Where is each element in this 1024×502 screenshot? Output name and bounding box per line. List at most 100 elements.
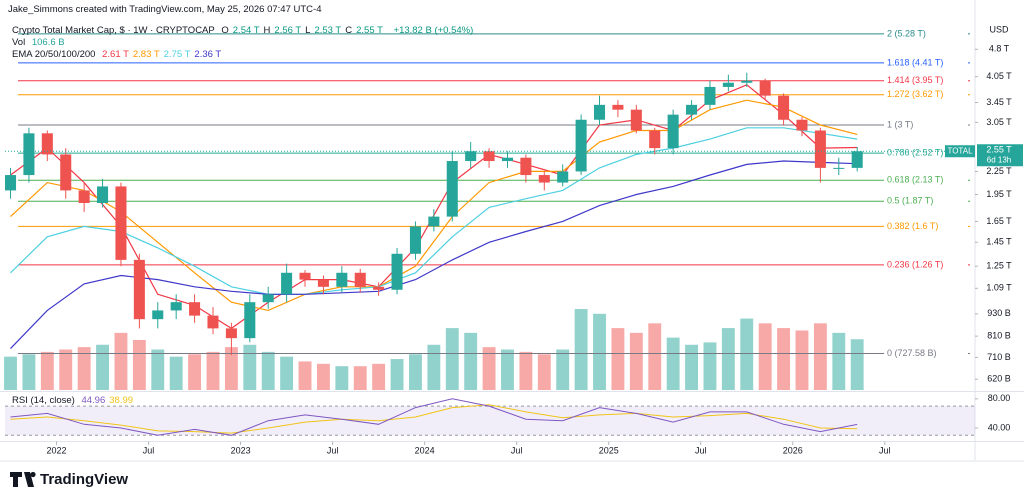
ohlc-key: C	[345, 25, 353, 36]
volume-bar	[390, 359, 404, 390]
candle-body	[446, 161, 458, 217]
footer-logo: TradingView	[10, 471, 128, 488]
y-tick-label: 810 B	[987, 331, 1011, 341]
fib-label-bg	[884, 56, 968, 69]
volume-bar	[59, 349, 73, 390]
logo-dot	[30, 471, 36, 478]
candle-body	[115, 186, 127, 260]
price-tag-countdown: 6d 13h	[987, 155, 1011, 164]
candle-body	[686, 104, 698, 115]
candle-body	[336, 272, 348, 287]
volume-bar	[629, 332, 643, 390]
candle-body	[133, 259, 145, 320]
volume-bar	[409, 354, 422, 390]
volume-bar	[353, 366, 367, 390]
candle-body	[814, 130, 826, 168]
candle-body	[630, 109, 642, 131]
volume-bar	[482, 347, 496, 390]
candle-body	[593, 104, 606, 120]
ohlc-key: L	[305, 25, 311, 36]
x-tick-label: 2026	[783, 445, 803, 455]
x-tick-label: 2022	[47, 445, 67, 455]
y-tick-label: 1.65 T	[986, 216, 1012, 226]
brand: TradingView	[40, 471, 128, 488]
rsi-ma-line	[10, 404, 858, 434]
volume-bar	[224, 347, 238, 390]
volume-bar	[280, 356, 294, 390]
volume-bar	[372, 363, 386, 390]
y-tick-label: 1.95 T	[986, 189, 1012, 199]
x-tick-label: Jul	[695, 445, 707, 455]
candle-body	[5, 175, 17, 191]
candle-body	[483, 151, 495, 162]
candle-body	[501, 157, 514, 162]
candle-body	[649, 130, 661, 149]
ema-line	[10, 127, 858, 295]
ema-legend-name: EMA 20/50/100/200	[12, 49, 96, 60]
y-tick-label: 4.05 T	[986, 71, 1012, 81]
legend-main: Crypto Total Market Cap, $ · 1W · CRYPTO…	[12, 25, 477, 36]
candle-body	[354, 272, 366, 287]
volume-bar	[427, 344, 441, 390]
volume-bar	[721, 328, 735, 390]
volume-bar	[501, 349, 514, 390]
rsi-band	[5, 406, 975, 436]
volume-bar	[777, 328, 791, 390]
x-tick-label: 2025	[599, 445, 619, 455]
volume-bar	[22, 354, 36, 390]
volume-bar	[537, 354, 551, 390]
y-tick-label: 620 B	[987, 374, 1011, 384]
volume-bar	[740, 318, 754, 390]
candle-body	[851, 151, 863, 168]
price-tag-label: 2.55 T	[986, 145, 1012, 155]
ohlc-value: 2.55 T	[356, 25, 383, 36]
candle-body	[428, 216, 440, 227]
candle-body	[557, 171, 569, 183]
candle-body	[538, 175, 550, 183]
candle-body	[225, 328, 237, 339]
fib-label: 2 (5.28 T)	[887, 28, 926, 38]
volume-bar	[593, 313, 606, 390]
volume-bar	[243, 344, 257, 390]
volume-legend-value: 106.6 B	[31, 37, 65, 48]
candle-body	[833, 167, 845, 169]
candle-body	[189, 302, 201, 316]
candle-body	[317, 279, 329, 287]
rsi-line	[10, 398, 858, 436]
change: +13.82 B (+0.54%)	[393, 25, 474, 36]
chart-title: Crypto Total Market Cap, $ · 1W · CRYPTO…	[12, 25, 215, 36]
candle-body	[409, 226, 421, 254]
candle-body	[97, 186, 109, 203]
ohlc-legend: O 2.54 T H 2.56 T L 2.53 T C 2.55 T	[221, 25, 387, 36]
volume-bar	[445, 328, 459, 390]
candle-body	[244, 302, 256, 339]
ohlc-value: 2.53 T	[314, 25, 342, 36]
rsi-title: RSI (14, close)	[12, 395, 75, 406]
fib-label-bg	[884, 88, 968, 101]
y-tick-label: 1.45 T	[986, 237, 1012, 247]
y-tick-label: 1.09 T	[986, 283, 1012, 293]
candle-body	[170, 302, 182, 311]
rsi-tick-label: 40.00	[988, 422, 1011, 432]
header: Jake_Simmons created with TradingView.co…	[8, 4, 322, 15]
candle-body	[23, 133, 35, 176]
volume-bar	[188, 354, 202, 390]
rsi-tick-label: 80.00	[988, 393, 1011, 403]
candle-body	[520, 157, 532, 176]
price-tag-bg	[977, 144, 1023, 167]
candle-body	[41, 133, 53, 155]
price-tag-name-bg	[945, 145, 975, 158]
candle-body	[152, 310, 164, 320]
ema-legend-value: 2.75 T	[163, 49, 191, 60]
volume-bar	[4, 356, 17, 390]
candle-body	[207, 315, 219, 329]
candle-body	[612, 104, 624, 110]
volume-bar	[850, 339, 864, 390]
x-tick-label: Jul	[327, 445, 339, 455]
fib-label-bg	[884, 258, 968, 271]
ema-legend-value: 2.61 T	[102, 49, 129, 60]
candle-body	[391, 253, 403, 290]
volume-bar	[832, 332, 846, 390]
